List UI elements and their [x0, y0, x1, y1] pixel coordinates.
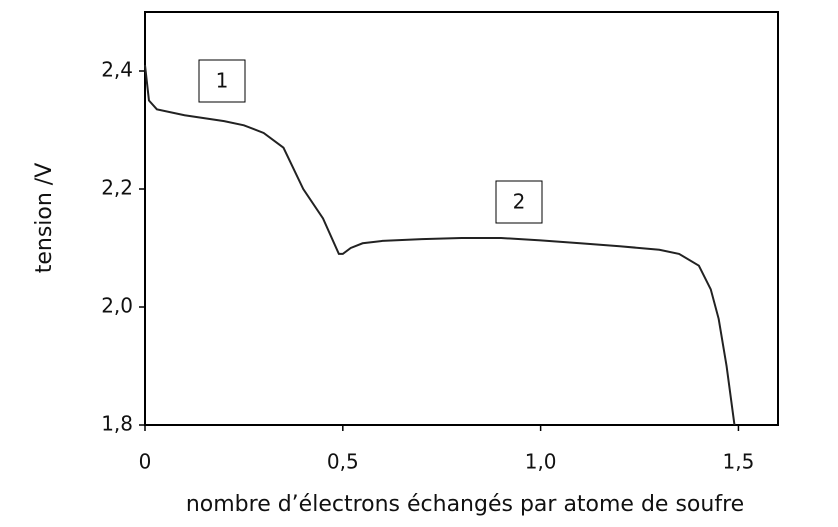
x-tick-label: 0	[139, 450, 152, 474]
annotation-box	[198, 59, 246, 103]
annotation: 1	[216, 69, 229, 93]
x-tick-label: 1,5	[723, 450, 755, 474]
annotation-box	[495, 180, 543, 224]
x-axis-title: nombre d’électrons échangés par atome de…	[186, 492, 744, 517]
y-tick-label: 2,0	[101, 294, 133, 318]
data-line	[144, 64, 736, 426]
plot-frame	[144, 11, 779, 426]
y-tick-label: 2,2	[101, 176, 133, 200]
x-tick-label: 0,5	[327, 450, 359, 474]
y-axis-title: tension /V	[32, 163, 57, 274]
y-tick-label: 1,8	[101, 412, 133, 436]
y-tick-label: 2,4	[101, 58, 133, 82]
annotation: 2	[513, 190, 526, 214]
x-tick-label: 1,0	[525, 450, 557, 474]
